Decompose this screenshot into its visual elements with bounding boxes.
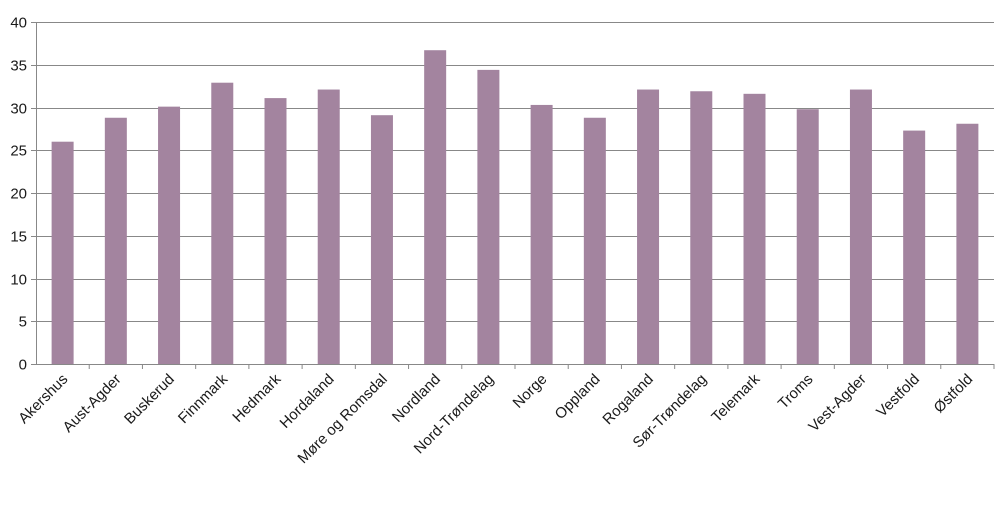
bar	[796, 109, 819, 365]
bar	[956, 123, 979, 365]
x-tick-label: Norge	[510, 371, 551, 412]
bar	[317, 89, 340, 365]
y-tick-label: 0	[19, 357, 27, 374]
bar	[424, 50, 447, 365]
x-tick-label: Nordland	[389, 371, 444, 426]
x-axis-labels: AkershusAust-AgderBuskerudFinnmarkHedmar…	[15, 364, 995, 467]
bar	[104, 117, 127, 364]
bar	[264, 98, 287, 364]
x-tick-label: Telemark	[708, 370, 763, 425]
bar	[903, 130, 926, 364]
y-tick-label: 25	[10, 143, 27, 160]
x-tick-label: Vestfold	[873, 371, 923, 421]
x-tick-label: Finnmark	[175, 370, 232, 427]
bars	[51, 50, 979, 365]
y-tick-label: 30	[10, 101, 27, 118]
bar	[211, 82, 234, 364]
y-tick-label: 40	[10, 15, 27, 32]
bar	[477, 69, 500, 364]
bar	[849, 89, 872, 365]
x-tick-label: Aust-Agder	[60, 371, 125, 436]
x-tick-label: Buskerud	[121, 371, 178, 428]
y-tick-label: 20	[10, 186, 27, 203]
bar	[637, 89, 660, 365]
bar	[370, 115, 393, 364]
y-tick-label: 10	[10, 272, 27, 289]
x-tick-label: Vest-Agder	[805, 371, 870, 436]
y-tick-label: 15	[10, 229, 27, 246]
x-tick-label: Møre og Romsdal	[294, 371, 390, 467]
bar	[743, 93, 766, 364]
bar	[158, 106, 181, 365]
x-tick-label: Hedmark	[229, 370, 284, 425]
bar	[51, 141, 74, 364]
y-tick-label: 5	[19, 314, 27, 331]
gridlines	[36, 22, 994, 322]
x-tick-label: Troms	[775, 371, 817, 413]
x-tick-label: Østfold	[931, 371, 977, 417]
y-axis-ticks: 0 5 10 15 20 25 30 35 40	[10, 15, 36, 374]
bar	[583, 117, 606, 364]
x-tick-label: Akershus	[15, 371, 71, 427]
bar	[530, 104, 553, 364]
x-tick-label: Oppland	[552, 371, 604, 423]
bar	[690, 91, 713, 364]
y-tick-label: 35	[10, 58, 27, 75]
